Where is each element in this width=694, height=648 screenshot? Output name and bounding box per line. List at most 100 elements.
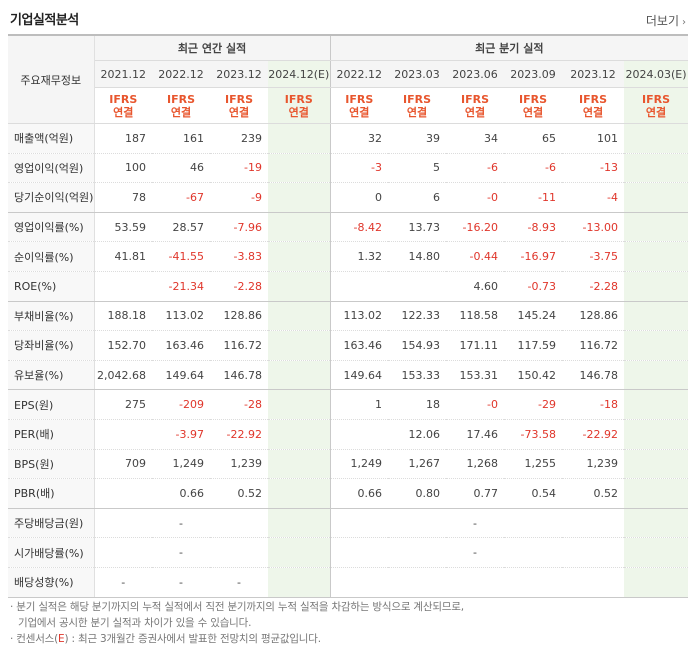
table-cell: -19 — [210, 153, 268, 184]
section-title: 기업실적분석 — [10, 13, 79, 28]
table-cell: - — [446, 537, 505, 568]
table-cell — [624, 389, 689, 420]
period-header: 2024.03(E) — [624, 60, 689, 88]
table-cell: 187 — [94, 123, 152, 154]
table-cell — [268, 123, 331, 154]
table-cell — [624, 271, 689, 302]
table-cell: 0.52 — [210, 478, 268, 509]
table-cell: 149.64 — [330, 360, 389, 391]
period-header: 2022.12 — [330, 60, 389, 88]
table-cell: -3.97 — [152, 419, 210, 450]
table-cell — [330, 567, 389, 598]
ifrs-bottom: 연결 — [228, 105, 250, 119]
table-cell — [446, 567, 505, 598]
table-cell: 2,042.68 — [94, 360, 152, 391]
table-cell — [624, 360, 689, 391]
table-cell: 163.46 — [330, 330, 389, 361]
table-cell — [330, 508, 389, 539]
table-cell — [268, 449, 331, 480]
table-cell — [268, 389, 331, 420]
footnote-line3-suffix: ) : 최근 3개월간 증권사에서 발표한 전망치의 평균값입니다. — [64, 633, 321, 645]
ifrs-badge: IFRS 연결 — [152, 87, 210, 124]
table-row: 순이익률(%) 41.81 -41.55 -3.83 1.32 14.80 -0.44 -16… — [8, 241, 689, 272]
table-row: 배당성향(%) - - - — [8, 567, 689, 598]
period-header: 2022.12 — [152, 60, 210, 88]
row-label: PBR(배) — [8, 478, 95, 509]
ifrs-top: IFRS — [345, 92, 374, 106]
table-row: 매출액(억원) 187 161 239 32 39 34 65 101 — [8, 123, 689, 154]
ifrs-badge: IFRS 연결 — [330, 87, 389, 124]
table-cell: -2.28 — [562, 271, 625, 302]
table-cell — [624, 182, 689, 213]
table-cell: 153.33 — [388, 360, 447, 391]
table-cell: 1 — [330, 389, 389, 420]
table-cell — [268, 241, 331, 272]
table-cell: 113.02 — [330, 301, 389, 332]
ifrs-top: IFRS — [519, 92, 548, 106]
table-cell — [624, 537, 689, 568]
table-row: 주당배당금(원) - - — [8, 508, 689, 539]
ifrs-badge: IFRS 연결 — [624, 87, 689, 124]
table-cell — [330, 271, 389, 302]
table-cell — [268, 567, 331, 598]
table-cell: -21.34 — [152, 271, 210, 302]
table-cell — [268, 153, 331, 184]
table-cell: 12.06 — [388, 419, 447, 450]
table-cell: 163.46 — [152, 330, 210, 361]
table-row: PBR(배) 0.66 0.52 0.66 0.80 0.77 0.54 0.52 — [8, 478, 689, 509]
table-cell: 116.72 — [562, 330, 625, 361]
table-cell: - — [152, 537, 210, 568]
table-cell — [210, 537, 268, 568]
table-cell: 53.59 — [94, 212, 152, 243]
table-cell: 39 — [388, 123, 447, 154]
table-cell — [504, 537, 563, 568]
row-label: 매출액(억원) — [8, 123, 95, 154]
table-cell: -209 — [152, 389, 210, 420]
table-cell — [624, 212, 689, 243]
ifrs-badge: IFRS 연결 — [562, 87, 625, 124]
period-header: 2023.12 — [210, 60, 268, 88]
table-cell: -0.73 — [504, 271, 563, 302]
table-cell: 5 — [388, 153, 447, 184]
table-cell — [268, 301, 331, 332]
table-cell: -0 — [446, 182, 505, 213]
ifrs-top: IFRS — [225, 92, 253, 106]
table-cell: 128.86 — [562, 301, 625, 332]
table-cell: 1,249 — [330, 449, 389, 480]
table-cell: -3.75 — [562, 241, 625, 272]
row-label: 당좌비율(%) — [8, 330, 95, 361]
table-cell: -28 — [210, 389, 268, 420]
table-cell: 28.57 — [152, 212, 210, 243]
table-cell — [268, 271, 331, 302]
table-cell: 1.32 — [330, 241, 389, 272]
ifrs-top: IFRS — [579, 92, 608, 106]
ifrs-top: IFRS — [642, 92, 671, 106]
ifrs-badge: IFRS 연결 — [446, 87, 505, 124]
table-row: EPS(원) 275 -209 -28 1 18 -0 -29 -18 — [8, 389, 689, 420]
row-label: 영업이익(억원) — [8, 153, 95, 184]
table-cell: - — [152, 567, 210, 598]
period-header: 2023.09 — [504, 60, 563, 88]
table-cell: 101 — [562, 123, 625, 154]
row-label: 배당성향(%) — [8, 567, 95, 598]
table-cell: 0.66 — [152, 478, 210, 509]
row-label: 주당배당금(원) — [8, 508, 95, 539]
more-link[interactable]: 더보기 › — [646, 12, 686, 29]
ifrs-top: IFRS — [403, 92, 432, 106]
table-cell — [330, 419, 389, 450]
table-row: 당기순이익(억원) 78 -67 -9 0 6 -0 -11 -4 — [8, 182, 689, 213]
table-cell: 34 — [446, 123, 505, 154]
table-cell: -18 — [562, 389, 625, 420]
table-cell: 161 — [152, 123, 210, 154]
table-cell: -22.92 — [210, 419, 268, 450]
ifrs-badge: IFRS 연결 — [504, 87, 563, 124]
table-cell: -4 — [562, 182, 625, 213]
footnote-quarter: · 분기 실적은 해당 분기까지의 누적 실적에서 직전 분기까지의 누적 실적… — [10, 601, 464, 613]
period-header: 2023.12 — [562, 60, 625, 88]
table-cell: -16.20 — [446, 212, 505, 243]
table-cell: - — [446, 508, 505, 539]
ifrs-bottom: 연결 — [464, 105, 486, 119]
row-label: 순이익률(%) — [8, 241, 95, 272]
table-cell: 0.54 — [504, 478, 563, 509]
table-cell: -6 — [446, 153, 505, 184]
